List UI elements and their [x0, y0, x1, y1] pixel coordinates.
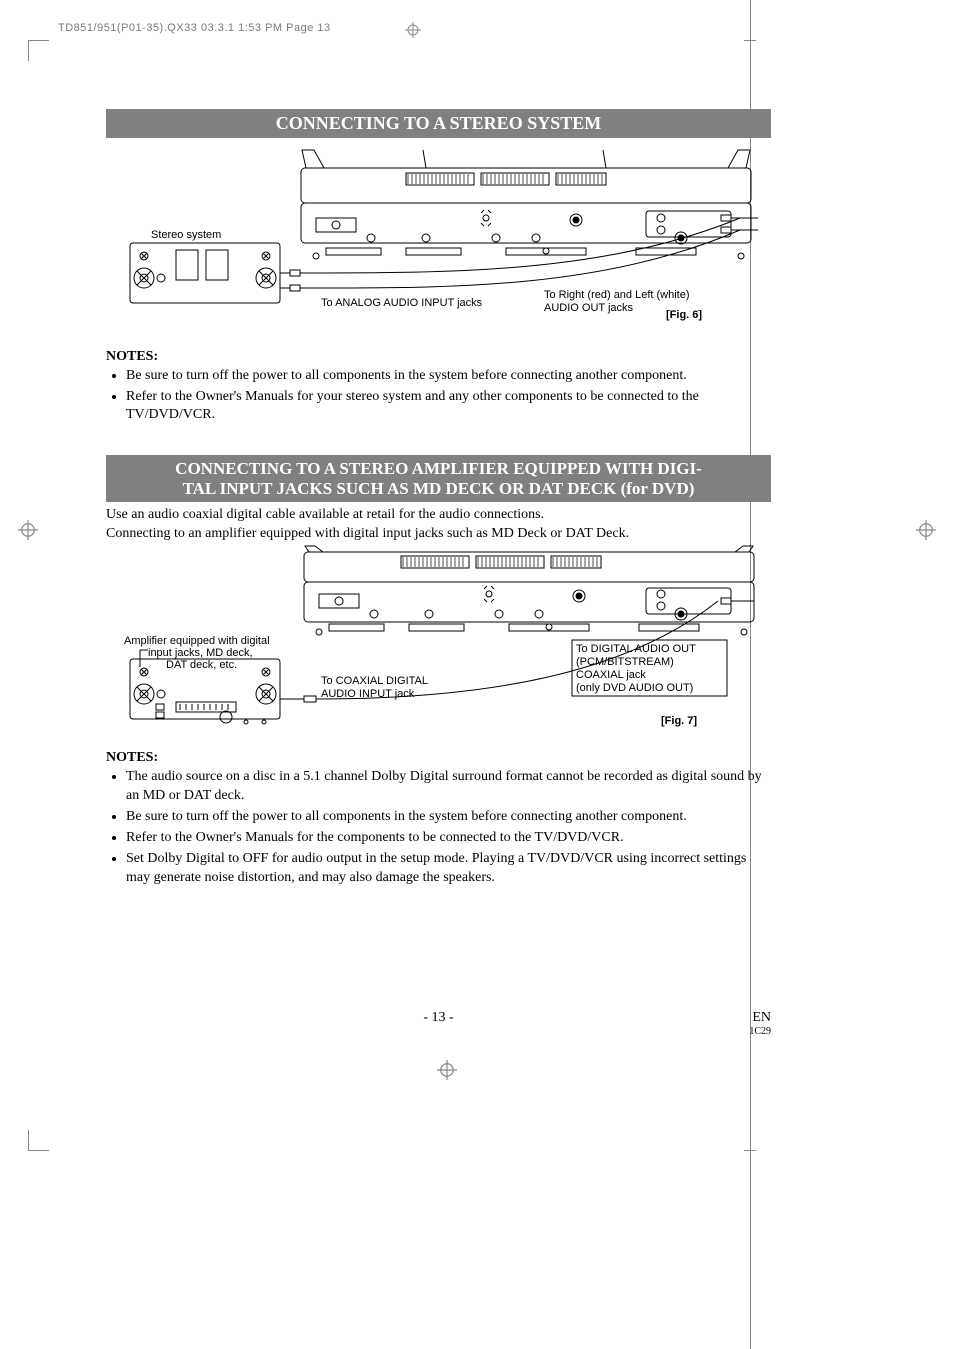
section-title-amplifier: CONNECTING TO A STEREO AMPLIFIER EQUIPPE… [106, 455, 771, 502]
label-dig-1: To DIGITAL AUDIO OUT [576, 643, 696, 655]
figure-6: Stereo system To ANALOG AUDIO INPUT jack… [106, 138, 771, 343]
note-item: Refer to the Owner's Manuals for the com… [126, 829, 771, 848]
label-audio-out-1: To Right (red) and Left (white) [544, 289, 690, 301]
section-title-line1: CONNECTING TO A STEREO AMPLIFIER EQUIPPE… [175, 459, 702, 478]
crop-mark [744, 1130, 756, 1151]
registration-mark-right [916, 520, 936, 540]
label-coax-2: AUDIO INPUT jack [321, 688, 415, 700]
note-item: Be sure to turn off the power to all com… [126, 367, 771, 386]
label-dig-3: COAXIAL jack [576, 669, 646, 681]
notes-heading-2: NOTES: [106, 750, 771, 766]
page-number: - 13 - [106, 1010, 771, 1026]
lang-code: EN [752, 1010, 771, 1026]
registration-mark-top [405, 22, 421, 38]
note-item: Set Dolby Digital to OFF for audio outpu… [126, 850, 771, 888]
label-amp-3: DAT deck, etc. [166, 659, 237, 671]
note-item: Be sure to turn off the power to all com… [126, 808, 771, 827]
label-amp-2: input jacks, MD deck, [148, 647, 253, 659]
intro-line-1: Use an audio coaxial digital cable avail… [106, 506, 771, 525]
section-title-stereo: CONNECTING TO A STEREO SYSTEM [106, 109, 771, 138]
label-dig-4: (only DVD AUDIO OUT) [576, 682, 693, 694]
note-item: Refer to the Owner's Manuals for your st… [126, 388, 771, 426]
figure-7: Amplifier equipped with digital input ja… [106, 544, 771, 744]
page-content: CONNECTING TO A STEREO SYSTEM [106, 109, 771, 890]
label-coax-1: To COAXIAL DIGITAL [321, 675, 428, 687]
notes-list-1: Be sure to turn off the power to all com… [106, 367, 771, 426]
label-audio-out-2: AUDIO OUT jacks [544, 302, 634, 314]
crop-mark [28, 1130, 49, 1151]
label-amp-1: Amplifier equipped with digital [124, 635, 270, 647]
label-analog-input: To ANALOG AUDIO INPUT jacks [321, 297, 483, 309]
notes-list-2: The audio source on a disc in a 5.1 chan… [106, 768, 771, 887]
run-head: TD851/951(P01-35).QX33 03.3.1 1:53 PM Pa… [58, 22, 331, 34]
label-dig-2: (PCM/BITSTREAM) [576, 656, 674, 668]
label-stereo-system: Stereo system [151, 229, 221, 241]
intro-line-2: Connecting to an amplifier equipped with… [106, 525, 771, 544]
fig7-label: [Fig. 7] [661, 715, 697, 727]
section-title-line2: TAL INPUT JACKS SUCH AS MD DECK OR DAT D… [183, 479, 695, 498]
fig6-label: [Fig. 6] [666, 309, 702, 321]
notes-heading-1: NOTES: [106, 349, 771, 365]
doc-code: 1C29 [749, 1026, 771, 1037]
registration-mark-left [18, 520, 38, 540]
crop-mark [28, 40, 49, 61]
note-item: The audio source on a disc in a 5.1 chan… [126, 768, 771, 806]
page-footer: - 13 - EN 1C29 [106, 1010, 771, 1026]
registration-mark-bottom [437, 1060, 457, 1080]
